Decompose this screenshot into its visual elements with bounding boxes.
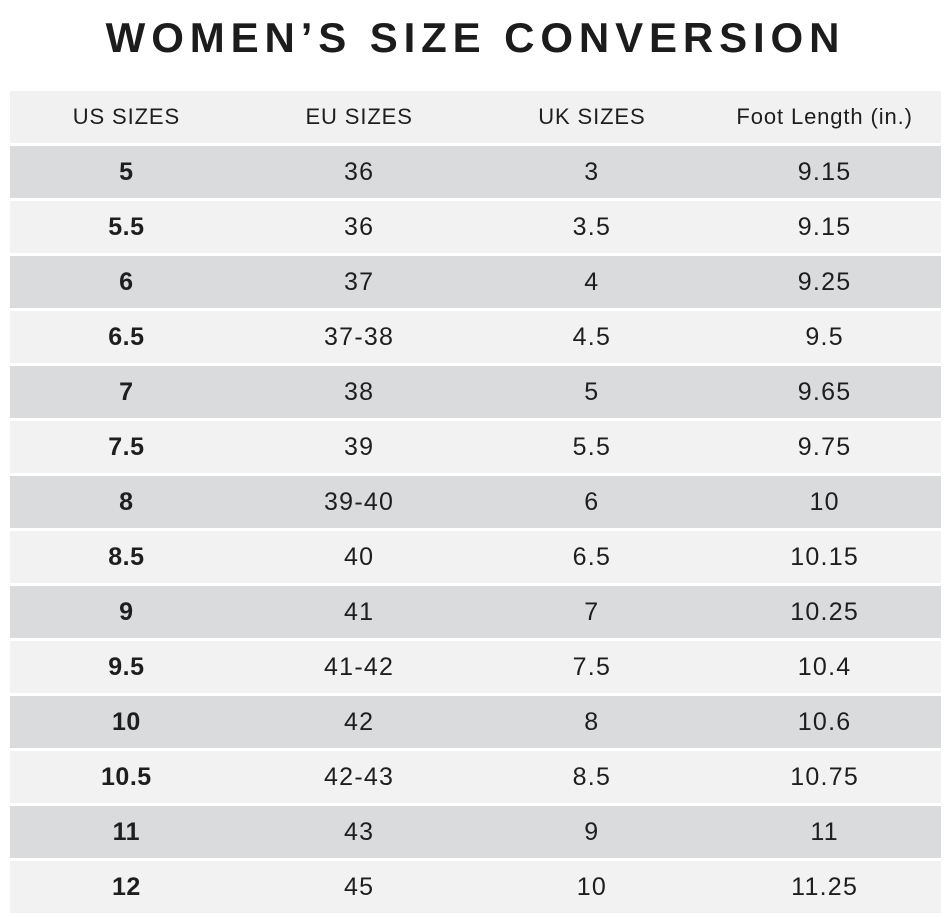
table-cell-foot-length: 10.25	[708, 586, 941, 638]
table-header: US SIZES EU SIZES UK SIZES Foot Length (in.…	[10, 91, 941, 143]
table-cell-eu: 39-40	[242, 476, 476, 528]
table-row: 8.5 40 6.5 10.15	[10, 531, 941, 583]
table-cell-eu: 39	[242, 421, 476, 473]
table-cell-uk: 7.5	[475, 641, 709, 693]
column-header-uk: UK SIZES	[475, 91, 709, 143]
table-row: 11 43 9 11	[10, 806, 941, 858]
table-row: 9.5 41-42 7.5 10.4	[10, 641, 941, 693]
table-cell-uk: 4	[475, 256, 709, 308]
table-cell-uk: 4.5	[475, 311, 709, 363]
column-header-foot-length: Foot Length (in.)	[708, 91, 941, 143]
table-cell-eu: 41-42	[242, 641, 476, 693]
table-cell-eu: 43	[242, 806, 476, 858]
page-title: WOMEN’S SIZE CONVERSION	[105, 14, 846, 61]
table-cell-foot-length: 9.15	[708, 201, 941, 253]
table-row: 6 37 4 9.25	[10, 256, 941, 308]
table-cell-uk: 10	[475, 861, 709, 913]
table-cell-foot-length: 10.4	[708, 641, 941, 693]
table-cell-eu: 36	[242, 146, 476, 198]
table-cell-eu: 45	[242, 861, 476, 913]
table-row: 5.5 36 3.5 9.15	[10, 201, 941, 253]
table-cell-foot-length: 10.15	[708, 531, 941, 583]
table-cell-foot-length: 9.25	[708, 256, 941, 308]
table-cell-eu: 42-43	[242, 751, 476, 803]
table-cell-foot-length: 10.6	[708, 696, 941, 748]
table-cell-us: 8.5	[10, 531, 243, 583]
table-cell-us: 9	[10, 586, 243, 638]
table-cell-foot-length: 10.75	[708, 751, 941, 803]
table-row: 8 39-40 6 10	[10, 476, 941, 528]
table-cell-us: 10.5	[10, 751, 243, 803]
table-cell-us: 12	[10, 861, 243, 913]
table-cell-uk: 8.5	[475, 751, 709, 803]
table-row: 10 42 8 10.6	[10, 696, 941, 748]
table-cell-eu: 38	[242, 366, 476, 418]
table-cell-eu: 36	[242, 201, 476, 253]
table-cell-uk: 6.5	[475, 531, 709, 583]
table-cell-us: 6.5	[10, 311, 243, 363]
table-cell-foot-length: 10	[708, 476, 941, 528]
table-row: 5 36 3 9.15	[10, 146, 941, 198]
table-cell-us: 5	[10, 146, 243, 198]
table-cell-uk: 9	[475, 806, 709, 858]
table-row: 12 45 10 11.25	[10, 861, 941, 913]
table-cell-eu: 42	[242, 696, 476, 748]
table-cell-uk: 5	[475, 366, 709, 418]
table-row: 7 38 5 9.65	[10, 366, 941, 418]
table-cell-uk: 5.5	[475, 421, 709, 473]
table-cell-us: 9.5	[10, 641, 243, 693]
table-cell-foot-length: 11	[708, 806, 941, 858]
table-cell-eu: 37-38	[242, 311, 476, 363]
table-cell-foot-length: 9.15	[708, 146, 941, 198]
table-cell-us: 10	[10, 696, 243, 748]
table-row: 7.5 39 5.5 9.75	[10, 421, 941, 473]
table-cell-uk: 3.5	[475, 201, 709, 253]
table-cell-uk: 3	[475, 146, 709, 198]
table-cell-foot-length: 9.5	[708, 311, 941, 363]
table-cell-uk: 8	[475, 696, 709, 748]
column-header-us: US SIZES	[10, 91, 243, 143]
table-row: 6.5 37-38 4.5 9.5	[10, 311, 941, 363]
table-cell-uk: 7	[475, 586, 709, 638]
table-cell-eu: 37	[242, 256, 476, 308]
table-header-row: US SIZES EU SIZES UK SIZES Foot Length (in.…	[10, 91, 941, 143]
table-cell-foot-length: 9.65	[708, 366, 941, 418]
table-cell-eu: 41	[242, 586, 476, 638]
table-cell-uk: 6	[475, 476, 709, 528]
table-body: 5 36 3 9.15 5.5 36 3.5 9.15 6 37 4 9.25 6.5 37-38 4.5 9…	[10, 146, 941, 913]
table-row: 10.5 42-43 8.5 10.75	[10, 751, 941, 803]
table-cell-us: 7.5	[10, 421, 243, 473]
table-cell-us: 8	[10, 476, 243, 528]
column-header-eu: EU SIZES	[242, 91, 476, 143]
table-cell-foot-length: 9.75	[708, 421, 941, 473]
table-cell-us: 5.5	[10, 201, 243, 253]
table-cell-eu: 40	[242, 531, 476, 583]
table-cell-us: 7	[10, 366, 243, 418]
table-cell-us: 6	[10, 256, 243, 308]
table-cell-foot-length: 11.25	[708, 861, 941, 913]
table-row: 9 41 7 10.25	[10, 586, 941, 638]
size-conversion-table: US SIZES EU SIZES UK SIZES Foot Length (in.…	[10, 88, 941, 916]
table-cell-us: 11	[10, 806, 243, 858]
